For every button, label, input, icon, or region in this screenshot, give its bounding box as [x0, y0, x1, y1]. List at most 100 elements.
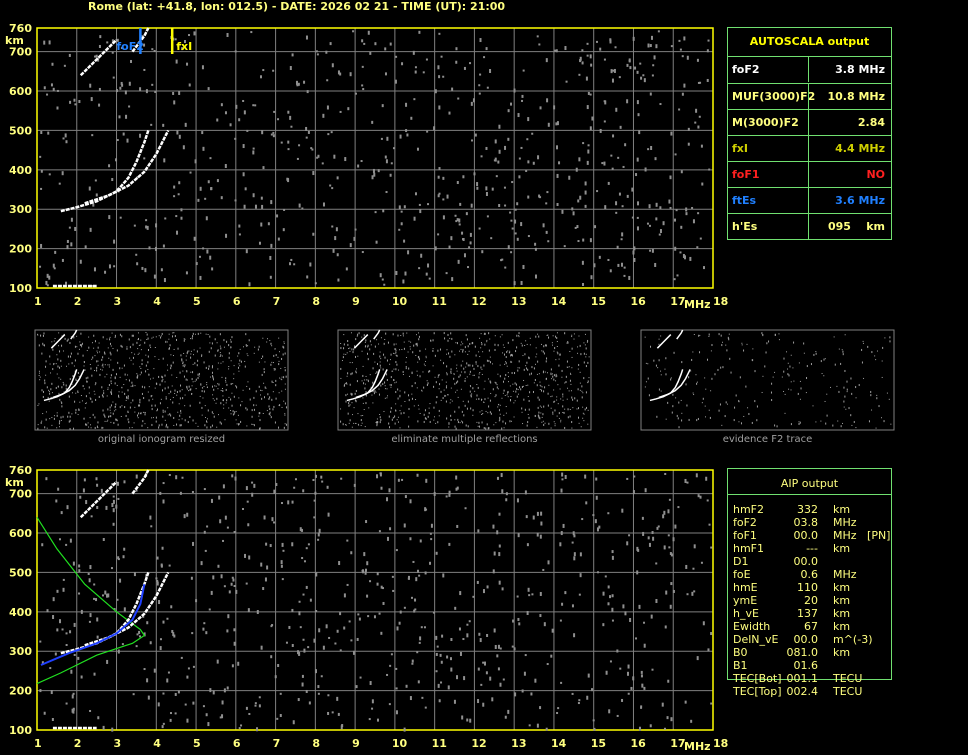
noise-dot	[65, 644, 68, 647]
x-tick-label: 10	[392, 295, 408, 308]
noise-dot	[179, 390, 181, 393]
noise-dot	[259, 427, 261, 430]
noise-dot	[361, 350, 363, 352]
noise-dot	[497, 160, 500, 164]
noise-dot	[101, 426, 103, 429]
noise-dot	[297, 698, 300, 702]
noise-dot	[418, 335, 420, 338]
noise-dot	[657, 367, 659, 369]
noise-dot	[245, 706, 248, 710]
noise-dot	[391, 370, 393, 372]
noise-dot	[497, 388, 499, 390]
noise-dot	[374, 345, 376, 348]
noise-dot	[664, 368, 666, 370]
noise-dot	[524, 490, 527, 495]
noise-dot	[585, 76, 588, 81]
noise-dot	[178, 181, 181, 185]
noise-dot	[163, 278, 166, 283]
noise-dot	[433, 126, 436, 131]
noise-dot	[708, 168, 711, 171]
noise-dot	[588, 356, 590, 358]
noise-dot	[450, 368, 452, 371]
noise-dot	[211, 366, 213, 369]
noise-dot	[423, 386, 425, 389]
noise-dot	[275, 397, 277, 400]
noise-dot	[210, 498, 213, 503]
noise-dot	[275, 384, 277, 387]
noise-dot	[416, 651, 419, 654]
ionogram-trace	[353, 334, 369, 349]
noise-dot	[283, 400, 285, 402]
noise-dot	[263, 396, 265, 399]
noise-dot	[435, 422, 437, 424]
noise-dot	[42, 344, 44, 346]
noise-dot	[233, 378, 235, 380]
noise-dot	[184, 405, 186, 407]
noise-dot	[448, 422, 450, 425]
noise-dot	[533, 382, 535, 384]
noise-dot	[140, 412, 142, 415]
noise-dot	[587, 380, 589, 383]
noise-dot	[654, 157, 657, 161]
noise-dot	[534, 678, 537, 683]
ionogram-trace	[52, 369, 85, 399]
noise-dot	[155, 577, 158, 580]
noise-dot	[469, 370, 471, 373]
noise-dot	[253, 396, 255, 399]
noise-dot	[155, 223, 158, 228]
noise-dot	[362, 88, 365, 91]
noise-dot	[409, 346, 411, 348]
noise-dot	[361, 65, 364, 68]
noise-dot	[331, 225, 334, 228]
noise-dot	[113, 239, 116, 244]
noise-dot	[529, 373, 531, 376]
noise-dot	[517, 367, 519, 369]
noise-dot	[275, 483, 278, 487]
noise-dot	[561, 602, 564, 606]
noise-dot	[144, 268, 147, 273]
y-tick-label: 300	[9, 645, 32, 658]
noise-dot	[151, 423, 153, 426]
noise-dot	[187, 667, 190, 670]
noise-dot	[532, 161, 535, 165]
noise-dot	[343, 343, 345, 346]
noise-dot	[615, 211, 618, 214]
noise-dot	[364, 387, 366, 390]
noise-dot	[44, 426, 46, 429]
noise-dot	[299, 626, 302, 629]
noise-dot	[691, 591, 694, 596]
noise-dot	[560, 681, 563, 684]
noise-dot	[135, 474, 138, 479]
noise-dot	[109, 336, 111, 338]
noise-dot	[577, 388, 579, 391]
autoscala-row: fxI 4.4 MHz	[728, 135, 891, 161]
noise-dot	[494, 396, 496, 398]
y-tick-label: 400	[9, 164, 32, 177]
noise-dot	[361, 251, 364, 254]
noise-dot	[499, 682, 502, 687]
noise-dot	[592, 719, 595, 722]
noise-dot	[190, 338, 192, 340]
noise-dot	[418, 408, 420, 410]
noise-dot	[405, 102, 408, 107]
noise-dot	[162, 123, 165, 127]
noise-dot	[843, 400, 845, 403]
noise-dot	[225, 380, 227, 382]
noise-dot	[87, 572, 90, 575]
noise-dot	[613, 68, 616, 73]
noise-dot	[173, 195, 176, 198]
noise-dot	[553, 350, 555, 352]
noise-dot	[52, 263, 55, 268]
noise-dot	[365, 402, 367, 405]
noise-dot	[155, 382, 157, 385]
noise-dot	[626, 194, 629, 198]
noise-dot	[504, 266, 507, 269]
noise-dot	[400, 210, 403, 213]
noise-dot	[334, 642, 337, 645]
noise-dot	[571, 427, 573, 429]
noise-dot	[211, 424, 213, 427]
noise-dot	[513, 416, 515, 418]
noise-dot	[514, 382, 516, 385]
noise-dot	[746, 343, 748, 345]
noise-dot	[126, 347, 128, 350]
